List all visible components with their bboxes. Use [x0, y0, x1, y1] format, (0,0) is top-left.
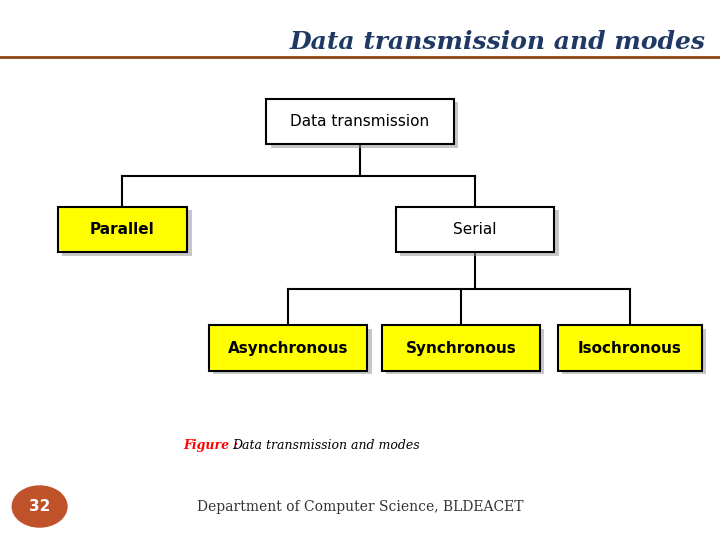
Text: Asynchronous: Asynchronous: [228, 341, 348, 356]
Text: Isochronous: Isochronous: [578, 341, 682, 356]
FancyBboxPatch shape: [62, 210, 192, 255]
FancyBboxPatch shape: [558, 325, 702, 372]
Text: Data transmission and modes: Data transmission and modes: [289, 30, 706, 53]
FancyBboxPatch shape: [562, 328, 706, 375]
Circle shape: [12, 486, 67, 527]
Text: Serial: Serial: [454, 222, 497, 237]
Text: Synchronous: Synchronous: [405, 341, 516, 356]
FancyBboxPatch shape: [382, 325, 540, 372]
Text: Department of Computer Science, BLDEACET: Department of Computer Science, BLDEACET: [197, 500, 523, 514]
FancyBboxPatch shape: [386, 328, 544, 375]
Text: Figure :: Figure :: [184, 439, 243, 452]
FancyBboxPatch shape: [213, 328, 372, 375]
FancyBboxPatch shape: [209, 325, 367, 372]
Text: Data transmission and modes: Data transmission and modes: [233, 439, 420, 452]
Text: 32: 32: [29, 499, 50, 514]
FancyBboxPatch shape: [58, 206, 187, 252]
Text: Data transmission: Data transmission: [290, 114, 430, 129]
FancyBboxPatch shape: [396, 206, 554, 252]
FancyBboxPatch shape: [271, 102, 458, 147]
FancyBboxPatch shape: [400, 210, 559, 255]
Text: Parallel: Parallel: [90, 222, 155, 237]
FancyBboxPatch shape: [266, 98, 454, 144]
